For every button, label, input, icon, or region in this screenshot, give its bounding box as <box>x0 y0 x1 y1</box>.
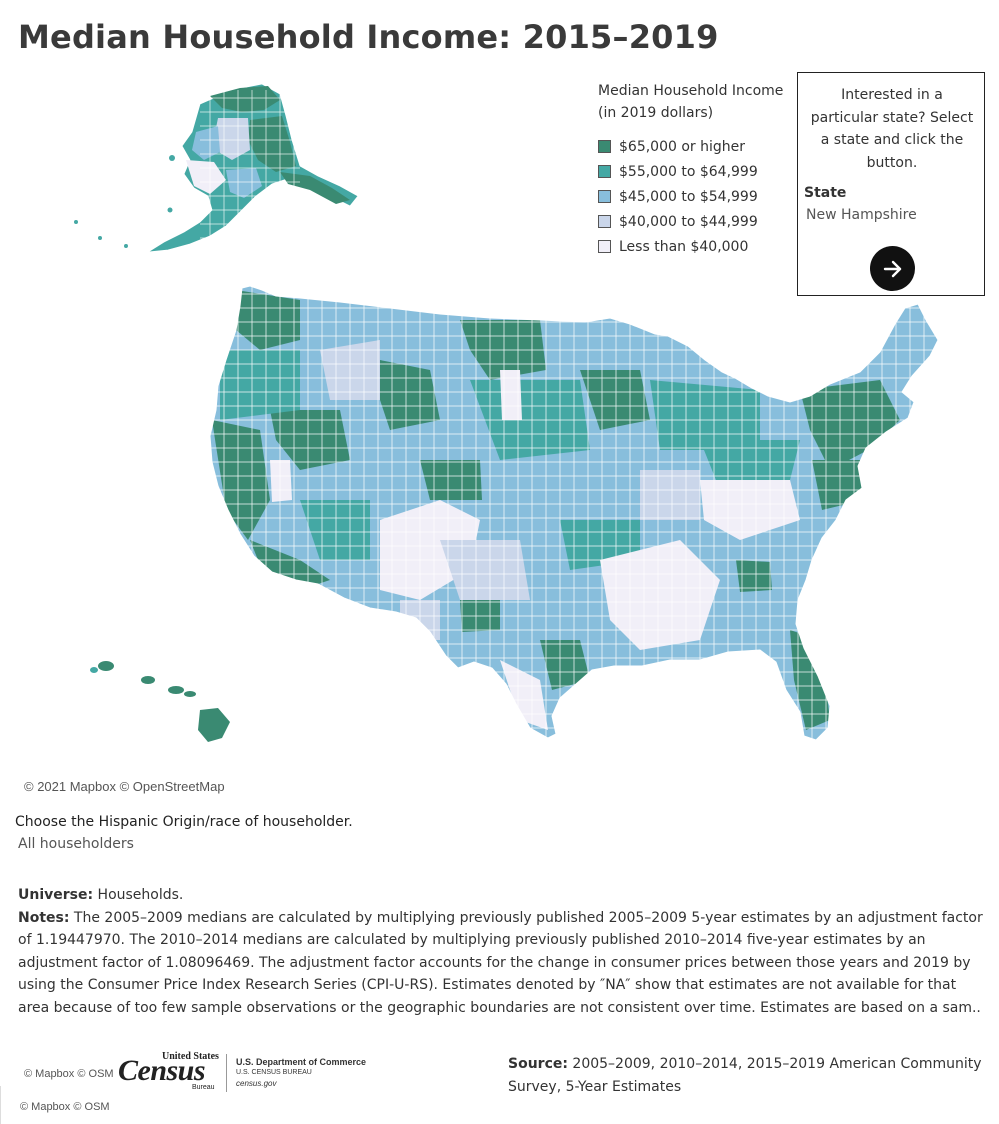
legend-label: $55,000 to $64,999 <box>619 163 758 180</box>
legend-swatch <box>598 215 611 228</box>
state-label: State <box>804 185 847 201</box>
source-label: Source: <box>508 1056 568 1072</box>
hawaii-region[interactable] <box>90 661 230 742</box>
legend-item[interactable]: $40,000 to $44,999 <box>598 209 798 234</box>
legend-title: Median Household Income <box>598 83 784 99</box>
state-selector-panel: Interested in a particular state? Select… <box>797 72 985 296</box>
race-filter-dropdown[interactable]: All householders <box>18 836 134 852</box>
legend-label: Less than $40,000 <box>619 238 749 255</box>
legend-item[interactable]: $55,000 to $64,999 <box>598 159 798 184</box>
arrow-right-icon <box>883 260 901 277</box>
source-text: 2005–2009, 2010–2014, 2015–2019 American… <box>508 1056 982 1095</box>
legend-swatch <box>598 240 611 253</box>
legend-item[interactable]: Less than $40,000 <box>598 234 798 259</box>
legend-label: $40,000 to $44,999 <box>619 213 758 230</box>
dept-commerce-text: U.S. Department of Commerce <box>236 1057 367 1067</box>
census-logo-bureau-text: Bureau <box>192 1084 215 1091</box>
source-note: Source: 2005–2009, 2010–2014, 2015–2019 … <box>508 1053 988 1098</box>
census-bureau-text: U.S. CENSUS BUREAU <box>236 1069 312 1076</box>
go-to-state-button[interactable] <box>870 246 915 291</box>
choropleth-map[interactable] <box>0 60 999 760</box>
legend-subtitle: (in 2019 dollars) <box>598 105 714 121</box>
footer-attribution-lower[interactable]: © Mapbox © OSM <box>20 1101 110 1113</box>
alaska-region[interactable] <box>74 83 359 253</box>
map-legend: Median Household Income (in 2019 dollars… <box>598 80 798 259</box>
census-logo: Census <box>118 1054 206 1087</box>
legend-swatch <box>598 140 611 153</box>
universe-label: Universe: <box>18 887 94 903</box>
state-panel-prompt: Interested in a particular state? Select… <box>810 87 974 171</box>
map-attribution[interactable]: © 2021 Mapbox © OpenStreetMap <box>18 778 231 795</box>
census-logo-small-text: United States <box>162 1051 219 1062</box>
footer-attribution[interactable]: © Mapbox © OSM <box>24 1068 114 1080</box>
edge-divider <box>0 1086 1 1124</box>
universe-text: Households. <box>97 887 184 903</box>
filter-label: Choose the Hispanic Origin/race of house… <box>15 814 353 830</box>
notes-label: Notes: <box>18 909 70 926</box>
legend-list: $65,000 or higher $55,000 to $64,999 $45,0… <box>598 134 798 259</box>
legend-label: $45,000 to $54,999 <box>619 188 758 205</box>
census-gov-link[interactable]: census.gov <box>236 1079 277 1088</box>
legend-item[interactable]: $65,000 or higher <box>598 134 798 159</box>
state-dropdown[interactable]: New Hampshire <box>806 207 917 223</box>
legend-swatch <box>598 165 611 178</box>
logo-divider <box>226 1054 227 1092</box>
notes-text: The 2005–2009 medians are calculated by … <box>18 909 983 1016</box>
legend-label: $65,000 or higher <box>619 138 746 155</box>
legend-item[interactable]: $45,000 to $54,999 <box>598 184 798 209</box>
notes-block: Universe: Households. Notes: The 2005–20… <box>18 884 983 1019</box>
legend-swatch <box>598 190 611 203</box>
contiguous-us-region[interactable] <box>200 280 960 750</box>
page-title: Median Household Income: 2015–2019 <box>18 18 719 56</box>
